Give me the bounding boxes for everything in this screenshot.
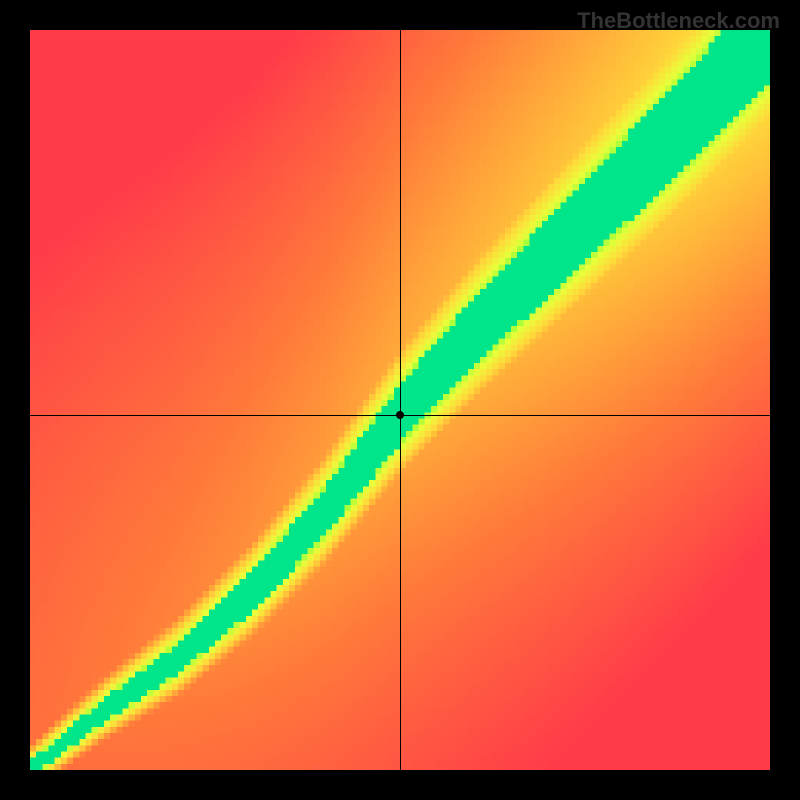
- heatmap-chart: [30, 30, 770, 770]
- watermark-text: TheBottleneck.com: [577, 8, 780, 34]
- crosshair-vertical: [400, 30, 401, 770]
- crosshair-marker: [396, 411, 404, 419]
